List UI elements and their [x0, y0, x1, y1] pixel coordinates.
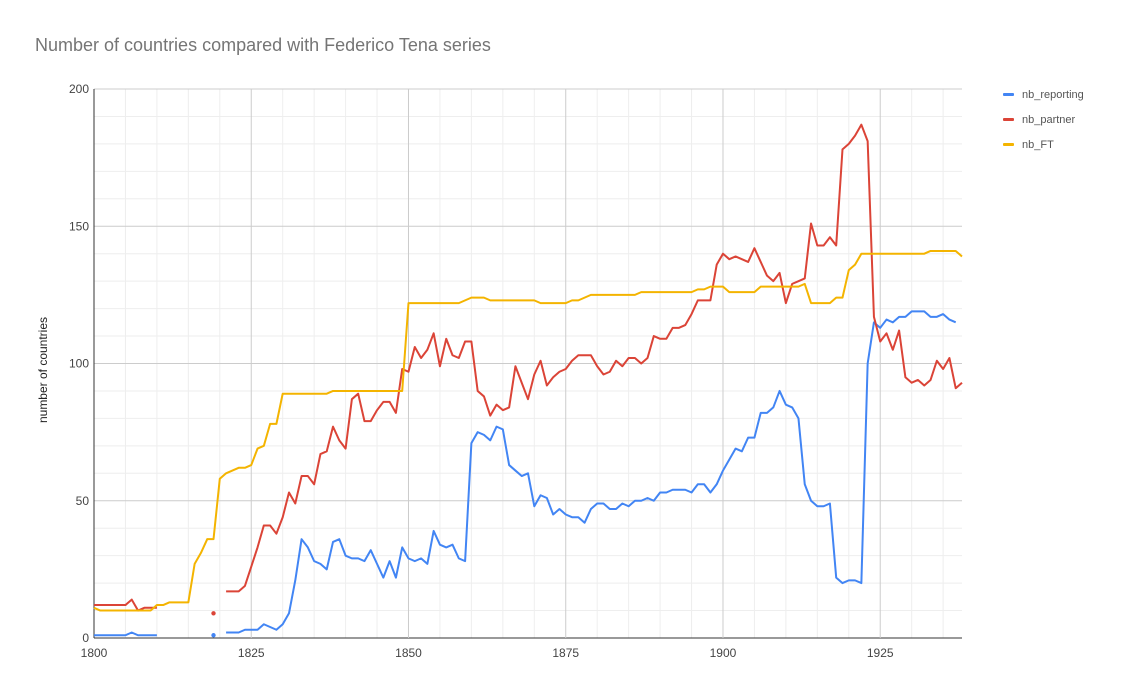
legend-item-nb-partner[interactable]: nb_partner — [1003, 107, 1084, 132]
legend-label: nb_FT — [1022, 138, 1054, 151]
data-point[interactable] — [211, 633, 216, 638]
legend-label: nb_partner — [1022, 113, 1076, 126]
series-nb-ft — [93, 249, 963, 612]
major-gridlines — [93, 88, 962, 639]
x-tick-label: 1900 — [710, 646, 737, 660]
x-tick-label: 1800 — [81, 646, 108, 660]
series-nb-partner — [94, 123, 963, 616]
series-layer — [93, 123, 963, 638]
legend-item-nb-ft[interactable]: nb_FT — [1003, 132, 1084, 157]
x-tick-label: 1875 — [552, 646, 579, 660]
legend-swatch — [1003, 118, 1014, 121]
y-tick-label: 100 — [69, 357, 89, 371]
x-tick-label: 1925 — [867, 646, 894, 660]
x-axis-ticks: 1800 1825 1850 1875 1900 1925 — [81, 646, 894, 660]
minor-gridlines — [94, 89, 962, 638]
legend-item-nb-reporting[interactable]: nb_reporting — [1003, 82, 1084, 107]
y-tick-label: 0 — [82, 631, 89, 645]
series-line[interactable] — [94, 631, 157, 637]
legend-label: nb_reporting — [1022, 88, 1084, 101]
x-tick-label: 1850 — [395, 646, 422, 660]
y-tick-label: 150 — [69, 219, 89, 233]
series-line[interactable] — [94, 598, 157, 612]
y-tick-label: 200 — [69, 82, 89, 96]
series-nb-reporting — [94, 310, 957, 638]
y-axis-ticks: 0 50 100 150 200 — [69, 82, 89, 645]
y-tick-label: 50 — [76, 494, 90, 508]
data-point[interactable] — [211, 611, 216, 616]
y-axis-label: number of countries — [36, 317, 50, 423]
series-line[interactable] — [226, 123, 963, 593]
series-line[interactable] — [93, 249, 963, 612]
chart-title: Number of countries compared with Federi… — [35, 35, 491, 55]
legend: nb_reporting nb_partner nb_FT — [1003, 82, 1084, 157]
legend-swatch — [1003, 93, 1014, 96]
legend-swatch — [1003, 143, 1014, 146]
series-line[interactable] — [226, 310, 957, 634]
x-tick-label: 1825 — [238, 646, 265, 660]
